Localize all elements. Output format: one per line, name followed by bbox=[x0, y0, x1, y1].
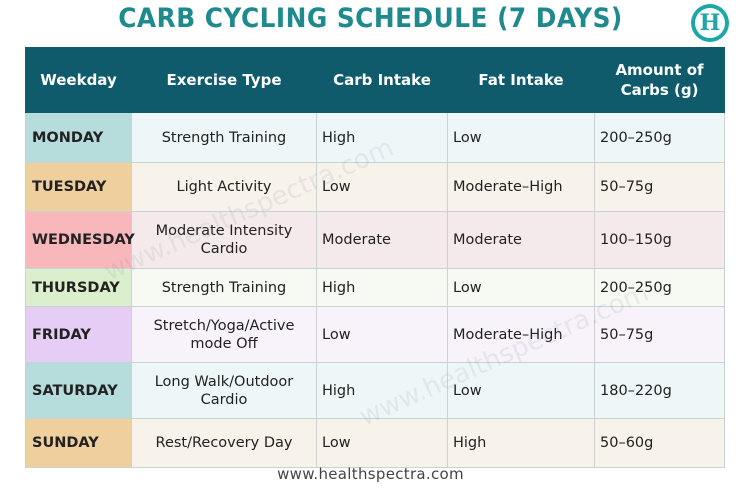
cell-exercise-type: Light Activity bbox=[131, 162, 317, 212]
exercise-line2: Cardio bbox=[200, 391, 248, 408]
cell-fat-intake: Low bbox=[447, 362, 595, 419]
cell-fat-intake: Moderate bbox=[447, 211, 595, 269]
brand-logo[interactable]: H bbox=[691, 4, 729, 42]
header-exercise-type: Exercise Type bbox=[131, 47, 317, 113]
cell-amount-of-carbs: 50–75g bbox=[594, 162, 725, 212]
header-amount-of-carbs: Amount of Carbs (g) bbox=[594, 47, 725, 113]
cell-carb-intake: Low bbox=[316, 162, 448, 212]
exercise-line1: Moderate Intensity bbox=[155, 223, 293, 239]
exercise-line1: Strength Training bbox=[161, 279, 287, 296]
exercise-line1: Rest/Recovery Day bbox=[155, 435, 293, 451]
table-row: SUNDAY Rest/Recovery Day Low High 50–60g bbox=[25, 418, 725, 468]
table-row: FRIDAY Stretch/Yoga/Active mode Off Low Mode… bbox=[25, 306, 725, 363]
cell-amount-of-carbs: 200–250g bbox=[594, 112, 725, 163]
header-amount-line1: Amount of bbox=[615, 61, 704, 79]
header-fat-intake: Fat Intake bbox=[447, 47, 595, 113]
cell-amount-of-carbs: 200–250g bbox=[594, 268, 725, 307]
table-header-row: Weekday Exercise Type Carb Intake Fat In… bbox=[25, 47, 725, 113]
cell-carb-intake: Moderate bbox=[316, 211, 448, 269]
cell-exercise-type: Strength Training bbox=[131, 112, 317, 163]
cell-exercise-type: Rest/Recovery Day bbox=[131, 418, 317, 468]
header-weekday: Weekday bbox=[25, 47, 132, 113]
cell-weekday: MONDAY bbox=[25, 112, 132, 163]
cell-amount-of-carbs: 100–150g bbox=[594, 211, 725, 269]
cell-fat-intake: Moderate–High bbox=[447, 162, 595, 212]
carb-cycling-table: Weekday Exercise Type Carb Intake Fat In… bbox=[25, 47, 725, 468]
cell-weekday: FRIDAY bbox=[25, 306, 132, 363]
cell-fat-intake: High bbox=[447, 418, 595, 468]
cell-weekday: TUESDAY bbox=[25, 162, 132, 212]
cell-fat-intake: Low bbox=[447, 268, 595, 307]
cell-carb-intake: Low bbox=[316, 306, 448, 363]
header-carb-intake: Carb Intake bbox=[316, 47, 448, 113]
logo-letter-icon: H bbox=[695, 8, 725, 38]
cell-exercise-type: Stretch/Yoga/Active mode Off bbox=[131, 306, 317, 363]
cell-weekday: THURSDAY bbox=[25, 268, 132, 307]
exercise-line2: mode Off bbox=[190, 335, 258, 352]
cell-carb-intake: High bbox=[316, 268, 448, 307]
cell-amount-of-carbs: 50–60g bbox=[594, 418, 725, 468]
table-row: TUESDAY Light Activity Low Moderate–High 50–… bbox=[25, 162, 725, 212]
table-row: WEDNESDAY Moderate Intensity Cardio Moderat… bbox=[25, 211, 725, 269]
cell-weekday: WEDNESDAY bbox=[25, 211, 135, 269]
cell-amount-of-carbs: 50–75g bbox=[594, 306, 725, 363]
cell-carb-intake: High bbox=[316, 112, 448, 163]
footer-url[interactable]: www.healthspectra.com bbox=[277, 465, 464, 483]
cell-carb-intake: Low bbox=[316, 418, 448, 468]
exercise-line1: Stretch/Yoga/Active bbox=[153, 317, 295, 334]
cell-exercise-type: Moderate Intensity Cardio bbox=[131, 211, 317, 269]
cell-fat-intake: Low bbox=[447, 112, 595, 163]
table-row: MONDAY Strength Training High Low 200–250g bbox=[25, 112, 725, 163]
exercise-line1: Light Activity bbox=[176, 179, 272, 195]
header-amount-line2: Carbs (g) bbox=[620, 81, 699, 99]
cell-exercise-type: Long Walk/Outdoor Cardio bbox=[131, 362, 317, 419]
exercise-line2: Cardio bbox=[200, 241, 248, 257]
page-title: CARB CYCLING SCHEDULE (7 DAYS) bbox=[118, 3, 623, 34]
table-row: SATURDAY Long Walk/Outdoor Cardio High Low 18… bbox=[25, 362, 725, 419]
cell-amount-of-carbs: 180–220g bbox=[594, 362, 725, 419]
table-row: THURSDAY Strength Training High Low 200–250g bbox=[25, 268, 725, 307]
exercise-line1: Long Walk/Outdoor bbox=[154, 373, 294, 390]
cell-weekday: SUNDAY bbox=[25, 418, 132, 468]
cell-carb-intake: High bbox=[316, 362, 448, 419]
cell-weekday: SATURDAY bbox=[25, 362, 132, 419]
exercise-line1: Strength Training bbox=[161, 129, 287, 146]
cell-fat-intake: Moderate–High bbox=[447, 306, 595, 363]
cell-exercise-type: Strength Training bbox=[131, 268, 317, 307]
